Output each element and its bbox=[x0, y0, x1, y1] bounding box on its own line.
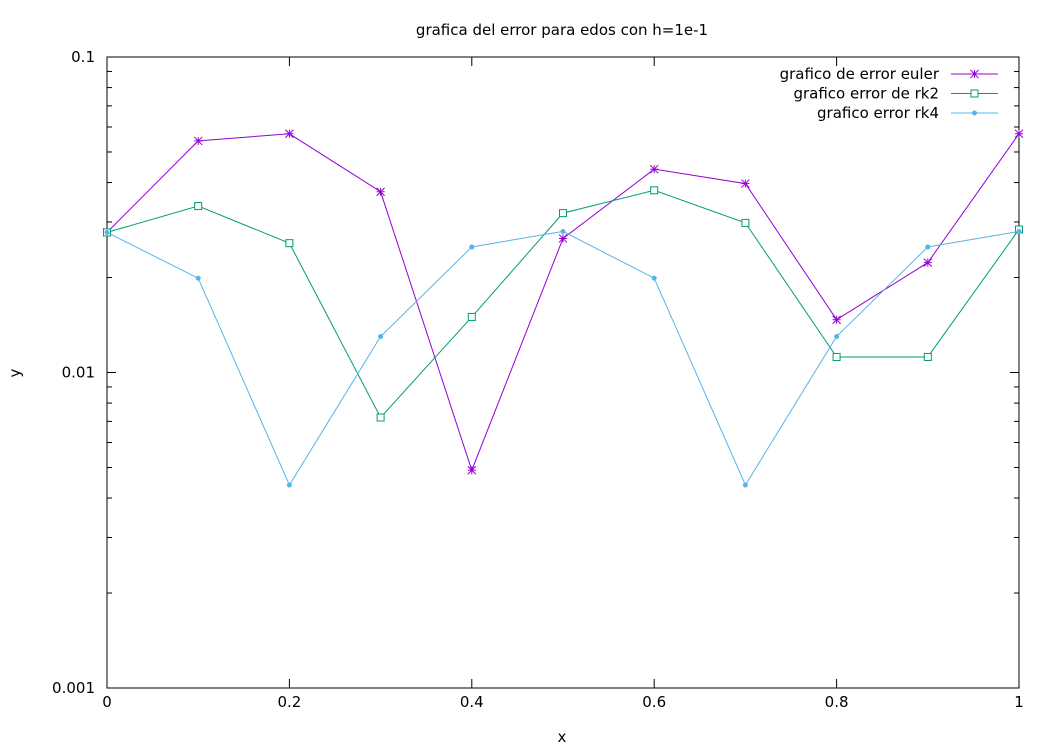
legend-entry: grafico error rk4 bbox=[817, 104, 998, 122]
legend-label: grafico de error euler bbox=[780, 65, 940, 83]
x-tick-label: 0.6 bbox=[642, 693, 666, 711]
data-point bbox=[832, 352, 841, 361]
legend-entry: grafico error de rk2 bbox=[793, 85, 998, 103]
data-point bbox=[285, 129, 294, 139]
data-point bbox=[285, 239, 294, 248]
x-tick-label: 0 bbox=[102, 693, 112, 711]
data-point bbox=[832, 315, 841, 325]
chart-title: grafica del error para edos con h=1e-1 bbox=[416, 21, 708, 39]
data-point bbox=[378, 334, 384, 340]
data-point bbox=[194, 202, 203, 211]
data-point bbox=[923, 352, 932, 361]
data-point bbox=[376, 413, 385, 422]
data-point bbox=[1016, 228, 1022, 234]
data-point bbox=[650, 186, 659, 195]
x-axis-label: x bbox=[558, 728, 567, 746]
data-point bbox=[834, 334, 840, 340]
legend-marker bbox=[970, 89, 979, 98]
data-point bbox=[742, 482, 748, 488]
y-axis-label: y bbox=[6, 368, 24, 377]
y-tick-label: 0.01 bbox=[62, 364, 95, 382]
series-group bbox=[102, 129, 1024, 488]
data-point bbox=[467, 312, 476, 321]
series-2 bbox=[103, 186, 1023, 422]
series-line bbox=[106, 189, 1020, 419]
series-line bbox=[106, 230, 1020, 487]
legend: grafico de error euler grafico error de r… bbox=[780, 65, 998, 122]
legend-marker bbox=[970, 69, 979, 79]
series-1 bbox=[102, 129, 1024, 475]
data-point bbox=[467, 465, 477, 475]
legend-label: grafico error de rk2 bbox=[793, 85, 939, 103]
legend-entry: grafico de error euler bbox=[780, 65, 998, 83]
data-point bbox=[741, 218, 750, 227]
x-tick-label: 0.4 bbox=[460, 693, 484, 711]
y-tick-label: 0.1 bbox=[71, 48, 95, 66]
legend-label: grafico error rk4 bbox=[817, 104, 939, 122]
x-tick-label: 0.2 bbox=[277, 693, 301, 711]
data-point bbox=[559, 209, 567, 218]
series-3 bbox=[104, 228, 1022, 488]
data-point bbox=[193, 136, 203, 146]
data-point bbox=[558, 234, 568, 243]
data-point bbox=[469, 244, 475, 250]
legend-marker bbox=[971, 110, 978, 116]
data-point bbox=[925, 244, 931, 250]
data-point bbox=[560, 228, 566, 234]
data-point bbox=[1014, 129, 1024, 139]
series-line bbox=[106, 133, 1020, 472]
data-point bbox=[286, 482, 292, 488]
data-point bbox=[741, 179, 750, 188]
data-point bbox=[651, 275, 657, 281]
data-point bbox=[376, 187, 385, 197]
axes: 0 0.2 0.4 0.6 0.8 1 0.001 0.01 0.1 bbox=[52, 48, 1024, 711]
data-point bbox=[104, 229, 110, 235]
y-tick-label: 0.001 bbox=[52, 679, 95, 697]
data-point bbox=[649, 164, 659, 174]
data-point bbox=[195, 275, 201, 281]
x-tick-label: 0.8 bbox=[825, 693, 849, 711]
x-tick-label: 1 bbox=[1014, 693, 1024, 711]
plot-frame bbox=[106, 56, 1020, 689]
data-point bbox=[923, 258, 933, 267]
